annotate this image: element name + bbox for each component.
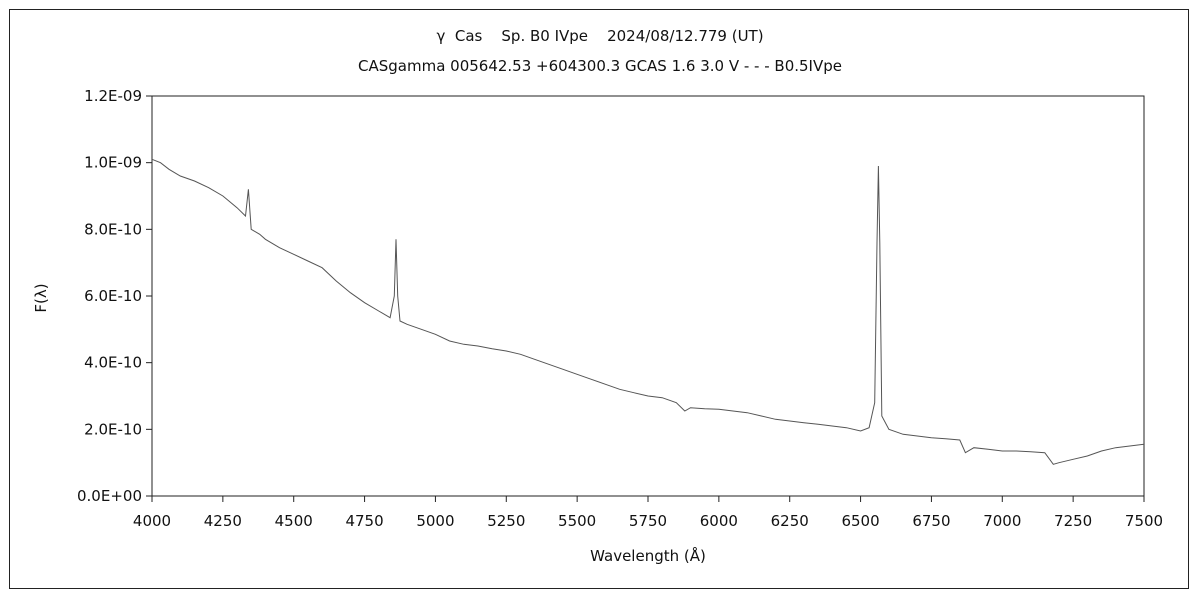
x-tick-label: 6250: [771, 512, 809, 530]
chart-subtitle: CASgamma 005642.53 +604300.3 GCAS 1.6 3.…: [358, 57, 842, 75]
x-tick-label: 5000: [416, 512, 454, 530]
x-tick-label: 4500: [275, 512, 313, 530]
x-tick-label: 7250: [1054, 512, 1092, 530]
x-tick-label: 4000: [133, 512, 171, 530]
x-tick-label: 5250: [487, 512, 525, 530]
x-tick-label: 6000: [700, 512, 738, 530]
x-tick-label: 5500: [558, 512, 596, 530]
y-tick-label: 2.0E-10: [84, 420, 142, 438]
y-axis-label: F(λ): [32, 283, 50, 312]
x-tick-label: 4750: [345, 512, 383, 530]
chart-frame: [9, 9, 1189, 589]
x-tick-label: 7500: [1125, 512, 1163, 530]
plot-area: [151, 95, 1145, 497]
y-axis: 0.0E+00 2.0E-10 4.0E-10 6.0E-10 8.0E-10 1.0E-…: [77, 87, 152, 505]
y-tick-label: 4.0E-10: [84, 354, 142, 372]
x-axis: 4000 4250 4500 4750 5000 5250 5500 5750 6000 6250…: [133, 496, 1163, 530]
y-tick-label: 8.0E-10: [84, 220, 142, 238]
x-tick-label: 4250: [204, 512, 242, 530]
y-tick-label: 6.0E-10: [84, 287, 142, 305]
chart-title: γ Cas Sp. B0 IVpe 2024/08/12.779 (UT): [436, 27, 764, 45]
x-axis-label: Wavelength (Å): [590, 546, 706, 565]
y-tick-label: 1.0E-09: [84, 154, 142, 172]
y-tick-label: 0.0E+00: [77, 487, 142, 505]
spectrum-line: [151, 158, 1145, 465]
x-tick-label: 6500: [841, 512, 879, 530]
y-tick-label: 1.2E-09: [84, 87, 142, 105]
x-tick-label: 5750: [629, 512, 667, 530]
x-tick-label: 6750: [912, 512, 950, 530]
x-tick-label: 7000: [983, 512, 1021, 530]
